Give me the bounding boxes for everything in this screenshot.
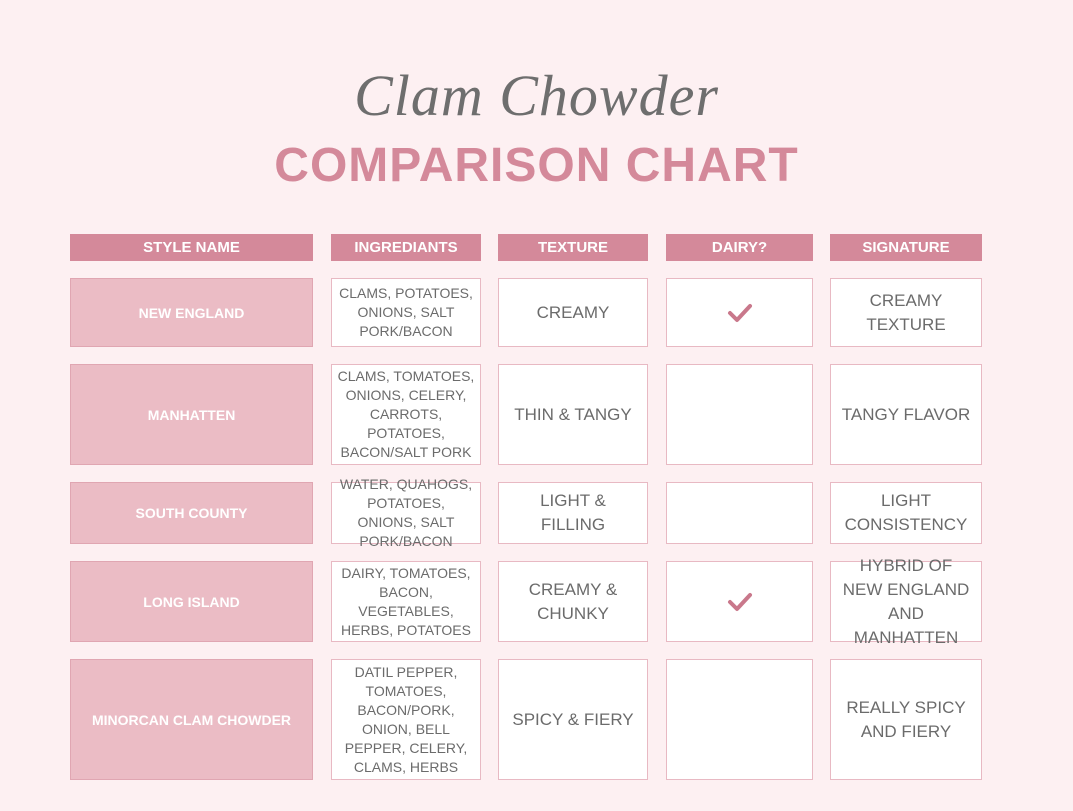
signature-cell: REALLY SPICY AND FIERY	[830, 659, 982, 780]
style-name: LONG ISLAND	[70, 561, 313, 642]
checkmark	[727, 303, 752, 322]
signature-cell: LIGHT CONSISTENCY	[830, 482, 982, 544]
style-name: SOUTH COUNTY	[70, 482, 313, 544]
dairy-cell	[666, 482, 813, 544]
dairy-cell	[666, 364, 813, 465]
texture-cell: CREAMY & CHUNKY	[498, 561, 648, 642]
checkmark	[727, 592, 752, 611]
checkmark-stroke	[727, 592, 752, 611]
texture-cell: CREAMY	[498, 278, 648, 347]
column-header: INGREDIANTS	[331, 234, 481, 261]
column-header: DAIRY?	[666, 234, 813, 261]
dairy-cell	[666, 659, 813, 780]
title: Clam Chowder	[354, 63, 719, 128]
dairy-cell	[666, 278, 813, 347]
column-header: SIGNATURE	[830, 234, 982, 261]
texture-cell: SPICY & FIERY	[498, 659, 648, 780]
style-name: MANHATTEN	[70, 364, 313, 465]
subtitle: COMPARISON CHART	[274, 139, 799, 192]
texture-cell: LIGHT & FILLING	[498, 482, 648, 544]
ingredients-cell: CLAMS, POTATOES, ONIONS, SALT PORK/BACON	[331, 278, 481, 347]
signature-cell: TANGY FLAVOR	[830, 364, 982, 465]
texture-cell: THIN & TANGY	[498, 364, 648, 465]
ingredients-cell: WATER, QUAHOGS, POTATOES, ONIONS, SALT P…	[331, 476, 481, 549]
style-name: MINORCAN CLAM CHOWDER	[70, 659, 313, 780]
style-name: NEW ENGLAND	[70, 278, 313, 347]
column-header: TEXTURE	[498, 234, 648, 261]
signature-cell: HYBRID OF NEW ENGLAND AND MANHATTEN	[830, 556, 982, 647]
checkmark-stroke	[727, 303, 752, 322]
ingredients-cell: DATIL PEPPER, TOMATOES, BACON/PORK, ONIO…	[331, 659, 481, 780]
signature-cell: CREAMY TEXTURE	[830, 278, 982, 347]
ingredients-cell: CLAMS, TOMATOES, ONIONS, CELERY, CARROTS…	[331, 364, 481, 465]
ingredients-cell: DAIRY, TOMATOES, BACON, VEGETABLES, HERB…	[331, 561, 481, 642]
dairy-cell	[666, 561, 813, 642]
column-header: STYLE NAME	[70, 234, 313, 261]
